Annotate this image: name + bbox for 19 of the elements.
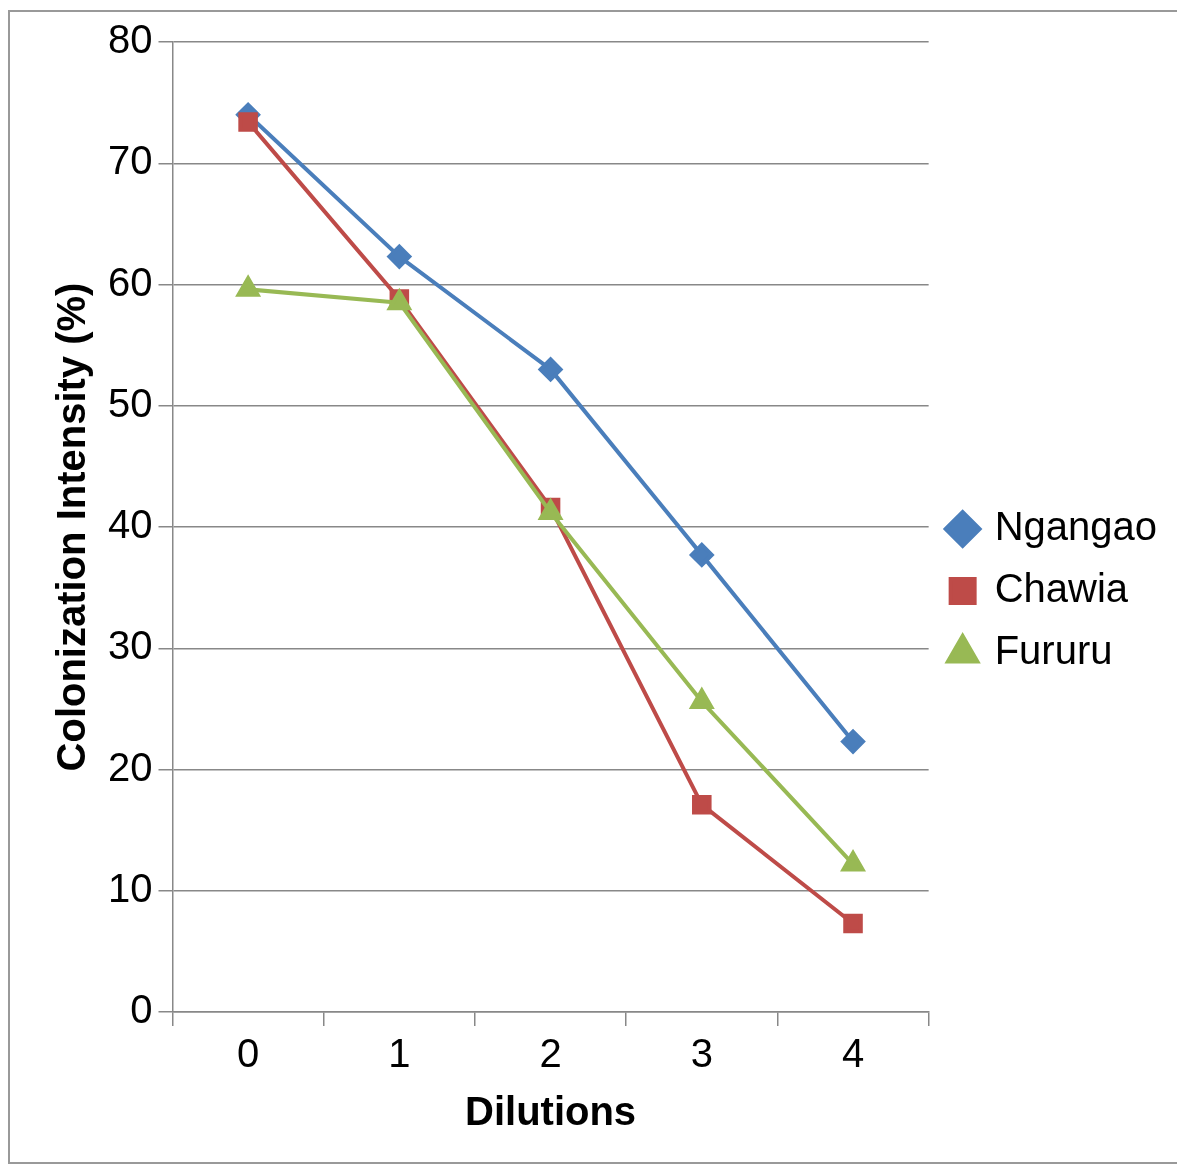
legend-label: Fururu <box>994 628 1113 673</box>
y-tick-label: 40 <box>107 502 153 547</box>
x-tick-label: 0 <box>236 1031 260 1076</box>
y-axis-title: Colonization Intensity (%) <box>49 282 94 772</box>
y-tick-label: 10 <box>107 865 153 910</box>
x-axis-title: Dilutions <box>465 1089 637 1134</box>
x-tick-label: 3 <box>690 1031 713 1076</box>
y-tick-label: 20 <box>107 744 153 789</box>
y-tick-label: 80 <box>107 17 153 62</box>
x-tick-label: 2 <box>539 1031 562 1076</box>
y-tick-label: 50 <box>107 380 153 425</box>
y-tick-label: 30 <box>107 623 153 668</box>
y-tick-label: 70 <box>107 138 153 183</box>
x-tick-label: 4 <box>841 1031 865 1076</box>
x-tick-label: 1 <box>388 1031 411 1076</box>
y-tick-label: 60 <box>107 259 153 304</box>
legend-label: Ngangao <box>994 504 1158 549</box>
y-tick-label: 0 <box>130 987 153 1032</box>
legend-label: Chawia <box>994 566 1129 611</box>
